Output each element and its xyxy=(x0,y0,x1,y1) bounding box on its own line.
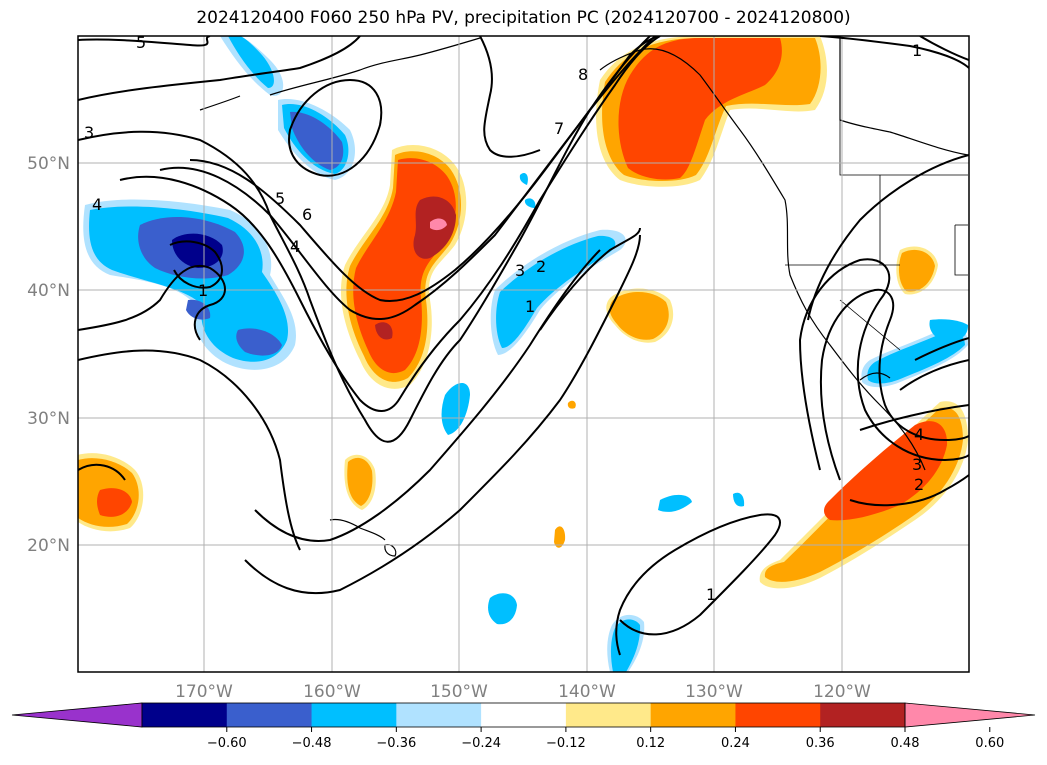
lon-label: 140°W xyxy=(558,682,616,702)
colorbar-tick-label: 0.24 xyxy=(721,736,750,751)
borders xyxy=(785,36,968,351)
contour-label: 3 xyxy=(515,261,525,280)
lon-label: 130°W xyxy=(685,682,743,702)
colorbar-segment xyxy=(650,703,736,727)
lat-label: 20°N xyxy=(27,536,70,556)
contour-label: 5 xyxy=(275,189,285,208)
contour-label: 1 xyxy=(198,281,208,300)
colorbar-tick-label: −0.36 xyxy=(376,736,416,751)
contour-label: 1 xyxy=(706,585,716,604)
lat-label: 50°N xyxy=(27,154,70,174)
contour-label: 5 xyxy=(136,33,146,52)
contour-label: 1 xyxy=(912,41,922,60)
contour-labels: 5 3 4 5 6 4 1 7 8 3 2 1 1 1 3 2 4 xyxy=(84,33,924,604)
colorbar-outline xyxy=(141,702,906,728)
latitude-labels: 50°N 40°N 30°N 20°N xyxy=(27,154,70,556)
colorbar-tick-label: −0.24 xyxy=(461,736,501,751)
colorbar-segment xyxy=(226,703,313,727)
lon-label: 160°W xyxy=(303,682,361,702)
contour-label: 3 xyxy=(84,123,94,142)
colorbar-segment xyxy=(396,703,482,727)
colorbar-segment xyxy=(481,703,567,727)
contour-label: 3 xyxy=(912,455,922,474)
lon-label: 150°W xyxy=(430,682,488,702)
contour-label: 1 xyxy=(525,297,535,316)
contour-label: 4 xyxy=(290,237,300,256)
colorbar-tick-label: −0.60 xyxy=(207,736,247,751)
contour-label: 4 xyxy=(914,425,924,444)
contour-label: 8 xyxy=(578,65,588,84)
lat-label: 40°N xyxy=(27,281,70,301)
colorbar-segment xyxy=(735,703,821,727)
colorbar-tick-label: −0.48 xyxy=(292,736,332,751)
map-title: 2024120400 F060 250 hPa PV, precipitatio… xyxy=(196,8,851,28)
lon-label: 120°W xyxy=(813,682,871,702)
colorbar-extension-right xyxy=(904,702,1036,728)
colorbar-segment xyxy=(311,703,397,727)
colorbar-extension-left xyxy=(11,702,143,728)
contour-label: 7 xyxy=(554,119,564,138)
lon-label: 170°W xyxy=(175,682,233,702)
colorbar-segment xyxy=(142,703,228,727)
colorbar-segment xyxy=(565,703,652,727)
contour-label: 6 xyxy=(302,205,312,224)
longitude-labels: 170°W 160°W 150°W 140°W 130°W 120°W xyxy=(175,682,871,702)
positive-precip-shading xyxy=(78,36,968,589)
colorbar-tick-label: 0.60 xyxy=(975,736,1004,751)
colorbar-tick-label: 0.36 xyxy=(806,736,835,751)
contour-label: 2 xyxy=(914,475,924,494)
colorbar: −0.60 −0.48 −0.36 −0.24 −0.12 0.12 0.24 0.36 0.4… xyxy=(11,702,1036,751)
colorbar-segment xyxy=(820,703,906,727)
colorbar-tick-label: 0.12 xyxy=(636,736,665,751)
contour-label: 4 xyxy=(92,195,102,214)
colorbar-tick-label: 0.48 xyxy=(891,736,920,751)
colorbar-tick-label: −0.12 xyxy=(546,736,586,751)
coastlines xyxy=(199,36,969,557)
map-frame xyxy=(77,35,970,673)
lat-label: 30°N xyxy=(27,409,70,429)
pv-contours xyxy=(78,36,969,656)
contour-label: 2 xyxy=(536,257,546,276)
